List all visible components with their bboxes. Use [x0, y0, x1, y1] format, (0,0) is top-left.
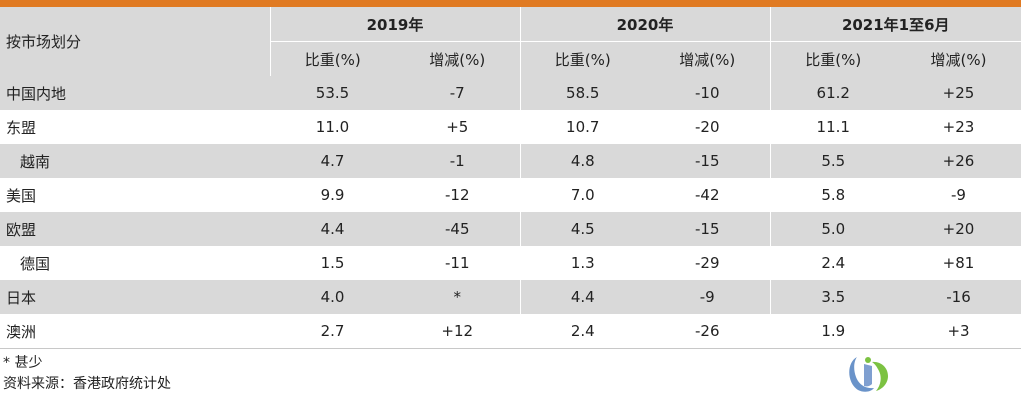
market-column-header: 按市场划分 — [0, 7, 271, 76]
change-cell: +81 — [896, 246, 1021, 280]
share-subheader: 比重(%) — [770, 41, 896, 76]
share-cell: 4.4 — [270, 212, 395, 246]
organization-logo-icon — [849, 357, 888, 392]
share-cell: 5.0 — [770, 212, 896, 246]
share-cell: 7.0 — [520, 178, 645, 212]
table-row: 东盟 11.0 +5 10.7 -20 11.1 +23 — [0, 110, 1021, 144]
change-cell: -9 — [896, 178, 1021, 212]
share-cell: 4.5 — [520, 212, 645, 246]
change-cell: -45 — [395, 212, 521, 246]
share-cell: 4.4 — [520, 280, 645, 314]
table-row: 美国 9.9 -12 7.0 -42 5.8 -9 — [0, 178, 1021, 212]
period-header-2020: 2020年 — [520, 7, 771, 42]
share-cell: 53.5 — [270, 76, 395, 110]
share-subheader: 比重(%) — [270, 41, 395, 76]
source-note: 资料来源：香港政府统计处 — [3, 376, 171, 392]
share-cell: 4.0 — [270, 280, 395, 314]
share-cell: 5.5 — [770, 144, 896, 178]
change-cell: -12 — [395, 178, 521, 212]
share-cell: 9.9 — [270, 178, 395, 212]
market-name-cell: 澳洲 — [0, 314, 270, 349]
change-subheader: 增减(%) — [896, 41, 1021, 76]
share-cell: 58.5 — [520, 76, 645, 110]
change-cell: -7 — [395, 76, 521, 110]
share-cell: 11.1 — [770, 110, 896, 144]
market-name-cell: 越南 — [0, 144, 270, 178]
share-cell: 2.4 — [770, 246, 896, 280]
change-cell: * — [395, 280, 521, 314]
market-name-cell: 中国内地 — [0, 76, 270, 110]
change-cell: -20 — [645, 110, 771, 144]
market-name-cell: 东盟 — [0, 110, 270, 144]
share-cell: 3.5 — [770, 280, 896, 314]
change-cell: -10 — [645, 76, 771, 110]
share-cell: 1.5 — [270, 246, 395, 280]
share-cell: 1.9 — [770, 314, 896, 349]
share-cell: 4.8 — [520, 144, 645, 178]
change-cell: -16 — [896, 280, 1021, 314]
market-name-cell: 欧盟 — [0, 212, 270, 246]
change-cell: -1 — [395, 144, 521, 178]
change-cell: +26 — [896, 144, 1021, 178]
footnote: * 甚少 — [3, 355, 43, 371]
change-cell: +12 — [395, 314, 521, 349]
table-row: 欧盟 4.4 -45 4.5 -15 5.0 +20 — [0, 212, 1021, 246]
market-share-table: 按市场划分 2019年 2020年 2021年1至6月 比重(%) 增减(%) … — [0, 7, 1021, 349]
share-cell: 4.7 — [270, 144, 395, 178]
share-cell: 5.8 — [770, 178, 896, 212]
change-cell: +25 — [896, 76, 1021, 110]
table-row: 澳洲 2.7 +12 2.4 -26 1.9 +3 — [0, 314, 1021, 349]
change-cell: +20 — [896, 212, 1021, 246]
table-row: 中国内地 53.5 -7 58.5 -10 61.2 +25 — [0, 76, 1021, 110]
change-subheader: 增减(%) — [395, 41, 521, 76]
share-cell: 10.7 — [520, 110, 645, 144]
market-name-cell: 美国 — [0, 178, 270, 212]
change-cell: -11 — [395, 246, 521, 280]
share-cell: 1.3 — [520, 246, 645, 280]
change-cell: -9 — [645, 280, 771, 314]
change-cell: -42 — [645, 178, 771, 212]
change-cell: +23 — [896, 110, 1021, 144]
share-subheader: 比重(%) — [520, 41, 645, 76]
share-cell: 2.4 — [520, 314, 645, 349]
table-row: 越南 4.7 -1 4.8 -15 5.5 +26 — [0, 144, 1021, 178]
table-row: 日本 4.0 * 4.4 -9 3.5 -16 — [0, 280, 1021, 314]
table-body: 中国内地 53.5 -7 58.5 -10 61.2 +25 东盟 11.0 +5 10.7 -20 1… — [0, 76, 1021, 349]
top-accent-bar — [0, 0, 1021, 7]
period-header-2019: 2019年 — [270, 7, 521, 42]
change-cell: +3 — [896, 314, 1021, 349]
change-cell: -29 — [645, 246, 771, 280]
change-cell: +5 — [395, 110, 521, 144]
change-subheader: 增减(%) — [645, 41, 771, 76]
change-cell: -15 — [645, 212, 771, 246]
market-name-cell: 德国 — [0, 246, 270, 280]
share-cell: 11.0 — [270, 110, 395, 144]
market-name-cell: 日本 — [0, 280, 270, 314]
notes: * 甚少 资料来源：香港政府统计处 — [3, 353, 171, 395]
share-cell: 61.2 — [770, 76, 896, 110]
table-row: 德国 1.5 -11 1.3 -29 2.4 +81 — [0, 246, 1021, 280]
share-cell: 2.7 — [270, 314, 395, 349]
change-cell: -26 — [645, 314, 771, 349]
period-header-2021h1: 2021年1至6月 — [770, 7, 1021, 42]
change-cell: -15 — [645, 144, 771, 178]
